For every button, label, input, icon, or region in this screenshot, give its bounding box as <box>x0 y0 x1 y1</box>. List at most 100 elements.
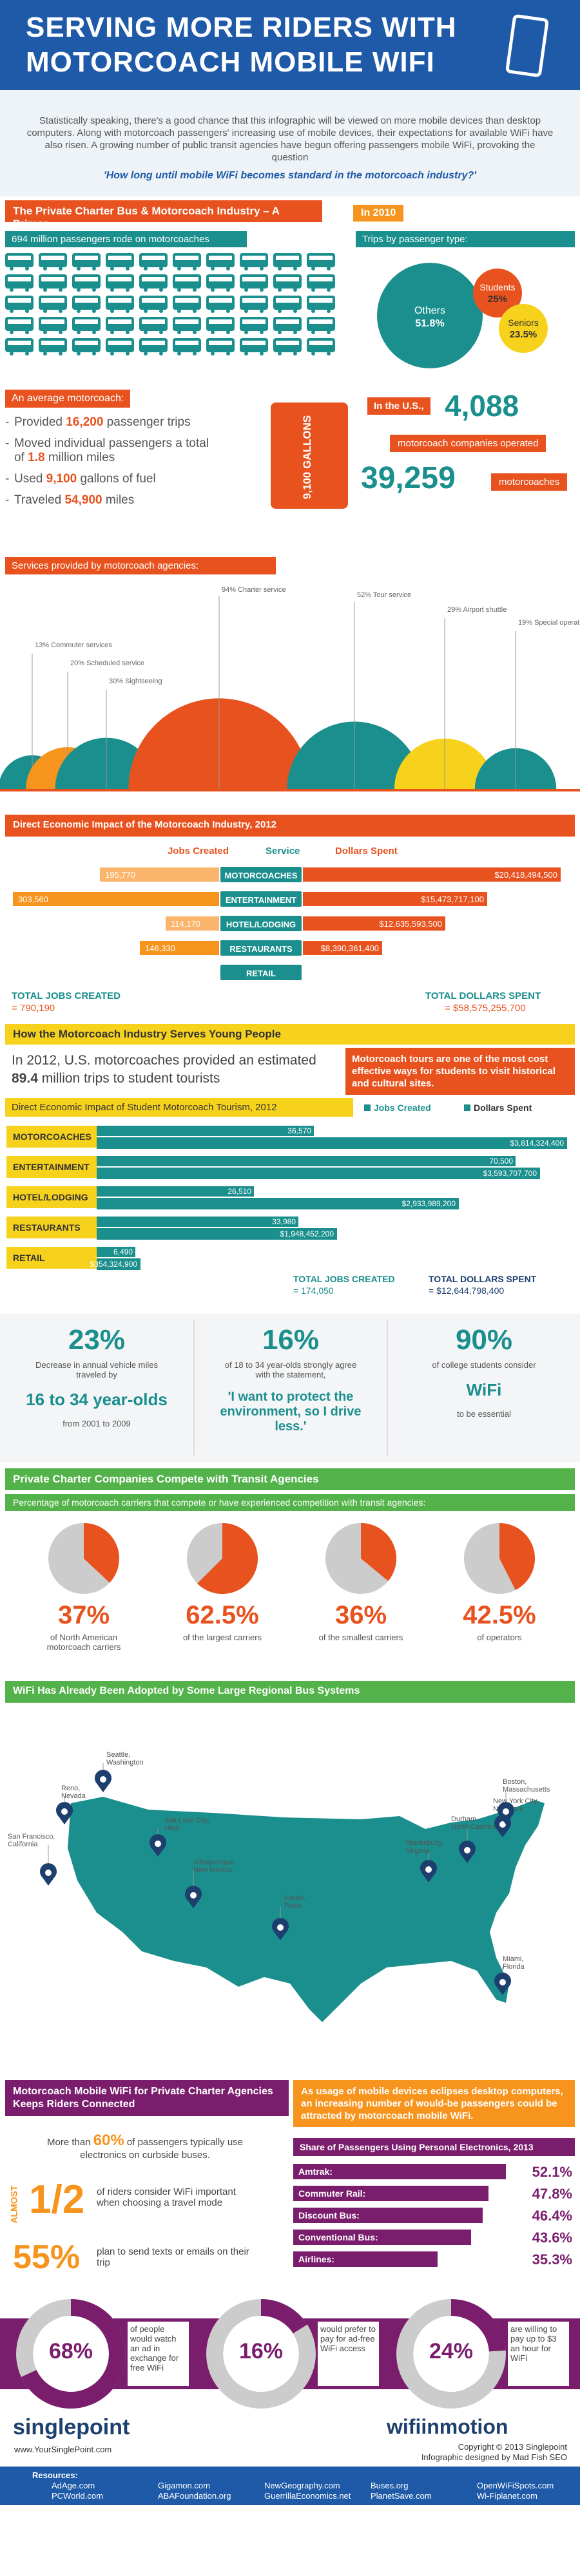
bus-icon <box>72 317 101 334</box>
donut-chart <box>16 2299 126 2409</box>
resource-link[interactable]: ABAFoundation.org <box>158 2491 231 2501</box>
us-map: Seattle, Washington Reno, Nevada San Francis… <box>8 1751 550 2022</box>
student-total-dollars-label: TOTAL DOLLARS SPENT <box>429 1274 537 1284</box>
impact-header-service: Service <box>266 846 300 857</box>
bus-icon <box>139 296 168 313</box>
donut-arc <box>206 2299 316 2409</box>
almost-label: ALMOST <box>8 2185 19 2224</box>
donut-stat: 68% of people would watch an ad in exchan… <box>13 2293 193 2415</box>
total-jobs-label: TOTAL JOBS CREATED <box>12 990 121 1001</box>
city-label: Boston, Massachusetts <box>503 1778 550 1794</box>
texts-text: plan to send texts or emails on their tr… <box>97 2246 249 2268</box>
share-row: Airlines: 35.3% <box>293 2250 575 2269</box>
map-pin[interactable] <box>95 1763 112 1792</box>
resource-link[interactable]: AdAge.com <box>52 2481 95 2490</box>
student-jobs-value: 36,570 <box>287 1126 311 1135</box>
bus-icon <box>139 274 168 292</box>
map-pin[interactable] <box>150 1829 167 1857</box>
bus-icon <box>39 296 67 313</box>
student-dollars-bar <box>97 1137 567 1149</box>
student-dollars-bar <box>97 1168 540 1179</box>
share-bar <box>293 2208 483 2223</box>
student-service-pill: MOTORCOACHES <box>6 1126 97 1148</box>
services-chart: 13% Commuter services 20% Scheduled servi… <box>0 586 580 791</box>
legend-jobs-swatch <box>364 1104 371 1111</box>
total-dollars-label: TOTAL DOLLARS SPENT <box>425 990 541 1001</box>
share-row: Commuter Rail: 47.8% <box>293 2184 575 2204</box>
avg-item: - Moved individual passengers a total of … <box>5 437 209 464</box>
resource-link[interactable]: Wi-Fiplanet.com <box>477 2491 537 2501</box>
young-number: 89.4 <box>12 1071 38 1086</box>
bus-icon <box>240 317 268 334</box>
stat-foot: from 2001 to 2009 <box>63 1419 131 1428</box>
transit-pie-slice <box>197 1523 258 1594</box>
seniors-label: Seniors <box>508 317 538 328</box>
share-row: Amtrak: 52.1% <box>293 2163 575 2182</box>
student-row: ENTERTAINMENT 70,500 $3,593,707,700 <box>0 1153 580 1182</box>
map-pin[interactable] <box>272 1906 289 1940</box>
young-section: How the Motorcoach Industry Serves Young… <box>0 1021 580 1095</box>
map-pin[interactable] <box>494 1967 511 1995</box>
share-title: Share of Passengers Using Personal Elect… <box>293 2138 575 2156</box>
student-impact-section: Direct Economic Impact of Student Motorc… <box>0 1095 580 1314</box>
city-label: Miami, Florida <box>503 1955 525 1971</box>
dollars-value: $8,390,361,400 <box>320 943 379 953</box>
map-pin[interactable] <box>55 1797 73 1824</box>
share-pct: 47.8% <box>532 2186 572 2202</box>
resource-link[interactable]: GuerrillaEconomics.net <box>264 2491 351 2501</box>
service-label: 29% Airport shuttle <box>447 606 507 614</box>
bus-icon <box>273 296 302 313</box>
map-pin[interactable] <box>497 1790 515 1824</box>
bus-icon <box>106 317 134 334</box>
resources-bar: Resources: AdAge.com PCWorld.com Gigamon.c… <box>0 2467 580 2505</box>
share-pct: 43.6% <box>532 2230 572 2246</box>
legend-dollars-label: Dollars Spent <box>474 1103 532 1113</box>
avg-item: - Traveled 54,900 miles <box>5 493 135 507</box>
share-label: Airlines: <box>298 2254 335 2264</box>
student-dollars-value: $1,948,452,200 <box>280 1229 334 1238</box>
student-dollars-value: $3,814,324,400 <box>510 1139 564 1148</box>
students-pct: 25% <box>488 294 507 305</box>
resource-link[interactable]: NewGeography.com <box>264 2481 340 2490</box>
total-dollars-value: = $58,575,255,700 <box>445 1003 526 1014</box>
resource-link[interactable]: Gigamon.com <box>158 2481 210 2490</box>
city-label: Albuquerque, New Mexico <box>193 1859 235 1874</box>
bus-icon <box>39 274 67 292</box>
resource-link[interactable]: PCWorld.com <box>52 2491 103 2501</box>
dollars-bar <box>258 916 445 931</box>
share-pct: 46.4% <box>532 2208 572 2224</box>
page-title-line1: SERVING MORE RIDERS WITH <box>26 12 457 43</box>
student-dollars-bar <box>97 1258 140 1270</box>
map-pin[interactable] <box>459 1828 476 1863</box>
impact-row: 303,560 $15,473,717,100 ENTERTAINMENT <box>0 889 580 909</box>
stat-big: 16% <box>262 1324 320 1356</box>
primer-section: The Private Charter Bus & Motorcoach Ind… <box>0 196 580 557</box>
map-pin[interactable] <box>40 1845 57 1886</box>
bus-icon <box>307 274 335 292</box>
resource-column: NewGeography.com GuerrillaEconomics.net <box>264 2481 367 2501</box>
student-jobs-bar <box>97 1247 135 1257</box>
bus-icon <box>106 296 134 313</box>
bus-icon <box>139 338 168 355</box>
singlepoint-url[interactable]: www.YourSinglePoint.com <box>14 2445 112 2454</box>
impact-header-jobs: Jobs Created <box>168 846 229 857</box>
service-label: 20% Scheduled service <box>70 659 144 667</box>
stat-mid: 16 to 34 year-olds <box>26 1390 168 1409</box>
stat-column: 90% of college students consider WiFi to be… <box>387 1320 580 1455</box>
resource-link[interactable]: PlanetSave.com <box>371 2491 432 2501</box>
map-pin[interactable] <box>185 1871 202 1908</box>
intro: Statistically speaking, there's a good c… <box>0 90 580 196</box>
service-label: 94% Charter service <box>222 586 286 594</box>
resource-link[interactable]: OpenWiFiSpots.com <box>477 2481 554 2490</box>
dollars-bar <box>258 867 561 882</box>
student-row: RESTAURANTS 33,980 $1,948,452,200 <box>0 1214 580 1242</box>
stat-column: 16% of 18 to 34 year-olds strongly agree … <box>193 1320 387 1455</box>
student-jobs-value: 70,500 <box>489 1157 513 1166</box>
avg-item: - Used 9,100 gallons of fuel <box>5 472 156 486</box>
resource-link[interactable]: Buses.org <box>371 2481 409 2490</box>
map-pin[interactable] <box>420 1852 437 1882</box>
map-section: WiFi Has Already Been Adopted by Some La… <box>0 1681 580 2080</box>
student-total-jobs: = 174,050 <box>293 1285 334 1296</box>
donut-arc <box>396 2299 506 2409</box>
transit-title: Private Charter Companies Compete with T… <box>5 1468 575 1490</box>
